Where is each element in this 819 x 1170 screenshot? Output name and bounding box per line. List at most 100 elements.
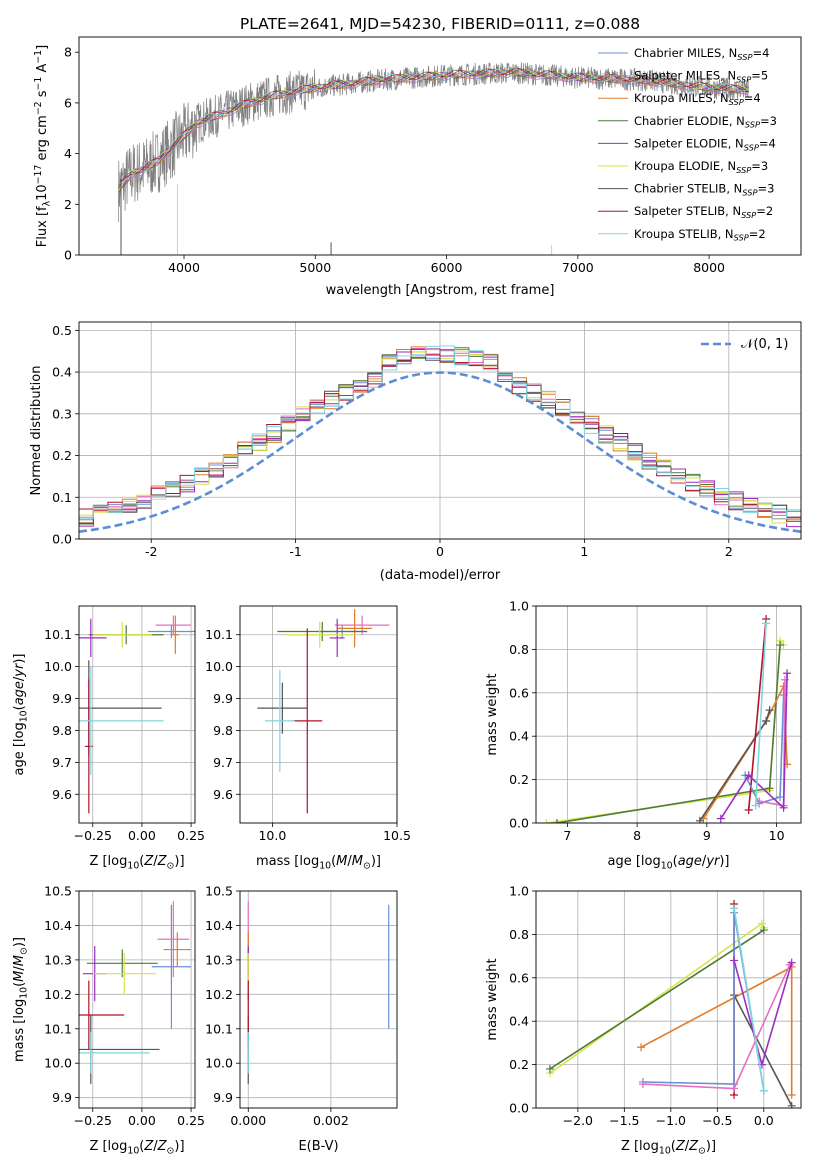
residuals-panel: -2 -1 0 1 2 0.0 0.1 0.2 0.3 0.4 0.5 𝒩(0, 1) (data-mo… xyxy=(29,321,802,583)
plot-area xyxy=(79,345,801,533)
y-tick-label: 4 xyxy=(64,146,72,161)
y-tick-label: 0.4 xyxy=(509,1014,529,1029)
x-axis-label: Z [log10(Z/Z⊙)] xyxy=(89,1139,184,1156)
normal-curve xyxy=(79,371,801,533)
x-tick-label: −1.5 xyxy=(609,1113,639,1128)
legend: Chabrier MILES, NSSP=4 Salpeter MILES, NS… xyxy=(598,46,777,243)
plot-area xyxy=(545,900,796,1108)
y-tick-label: 9.9 xyxy=(213,1090,233,1105)
y-tick-label: 1.0 xyxy=(509,884,529,899)
x-tick-label: 0 xyxy=(436,544,444,559)
model-spectrum-kroupa_stelib xyxy=(118,66,749,185)
y-tick-label: 0.8 xyxy=(509,927,529,942)
y-tick-label: 9.6 xyxy=(213,787,233,802)
weight-marker-salpeter_stelib xyxy=(744,805,753,814)
x-tick-label: 7000 xyxy=(562,260,594,275)
legend-label-chabrier_elodie: Chabrier ELODIE, NSSP=3 xyxy=(634,114,777,130)
y-tick-label: 0.4 xyxy=(52,365,72,380)
y-tick-label: 10.0 xyxy=(205,659,233,674)
x-tick-label: 10.0 xyxy=(258,828,286,843)
y-tick-label: 10.1 xyxy=(205,627,233,642)
y-tick-label: 10.3 xyxy=(44,952,72,967)
legend-label-kroupa_stelib: Kroupa STELIB, NSSP=2 xyxy=(634,227,766,243)
y-tick-label: 9.9 xyxy=(52,1090,72,1105)
x-tick-label: 8 xyxy=(633,828,641,843)
x-tick-label: 0.00 xyxy=(128,1113,156,1128)
x-tick-label: -2 xyxy=(145,544,157,559)
weight-marker-kroupa_elodie xyxy=(542,819,551,823)
weight-marker-kroupa_stelib xyxy=(730,904,739,913)
y-tick-label: 10.1 xyxy=(44,1021,72,1036)
weight-line-chabrier_miles xyxy=(744,694,785,805)
weight-marker-salpeter_elodie xyxy=(744,771,753,780)
weight-marker-salpeter_elodie xyxy=(716,814,725,823)
weight-marker-chabrier_stelib xyxy=(762,717,771,726)
y-tick-label: 0.2 xyxy=(509,1057,529,1072)
plot-area xyxy=(542,615,792,823)
age-vs-mass-panel: 10.0 10.5 9.6 9.7 9.8 9.9 10.0 10.1 mass [log10(… xyxy=(205,605,411,871)
y-tick-label: 10.5 xyxy=(44,884,72,899)
weight-marker-salpeter_miles xyxy=(638,1080,647,1089)
weight-marker-kroupa_miles xyxy=(637,1043,646,1052)
axes: −0.25 0.00 0.25 9.9 10.0 10.1 10.2 10.3 10.4 10.5… xyxy=(12,884,205,1157)
weight-line-chabrier_stelib xyxy=(733,994,793,1107)
y-tick-label: 9.9 xyxy=(52,691,72,706)
axes-frame xyxy=(535,890,802,1109)
weight-line-salpeter_elodie xyxy=(720,673,788,820)
weight-marker-kroupa_stelib xyxy=(762,619,771,628)
weight-marker-kroupa_elodie xyxy=(757,919,766,928)
legend-label-salpeter_elodie: Salpeter ELODIE, NSSP=4 xyxy=(634,136,776,152)
x-tick-label: 1 xyxy=(580,544,588,559)
grid-lines xyxy=(79,890,195,1108)
y-tick-label: 9.7 xyxy=(213,755,233,770)
y-tick-label: 0.4 xyxy=(509,729,529,744)
y-axis-label: mass [log10(M/M⊙)] xyxy=(12,937,29,1062)
weight-marker-kroupa_stelib xyxy=(751,801,760,810)
y-tick-label: 6 xyxy=(64,95,72,110)
mass-vs-ebv-panel: 0.000 0.002 9.9 10.0 10.1 10.2 10.3 10.4 10.5 E(B… xyxy=(205,884,398,1154)
axes-frame xyxy=(239,890,398,1109)
y-tick-label: 0.0 xyxy=(52,532,72,547)
x-tick-label: 5000 xyxy=(299,260,331,275)
y-tick-label: 9.7 xyxy=(52,755,72,770)
weight-line-kroupa_stelib xyxy=(754,623,767,806)
weight-marker-salpeter_elodie xyxy=(779,803,788,812)
x-axis-label: Z [log10(Z/Z⊙)] xyxy=(89,854,184,871)
y-tick-label: 10.4 xyxy=(205,918,233,933)
y-tick-label: 10.0 xyxy=(44,1056,72,1071)
y-tick-label: 0.0 xyxy=(509,816,529,831)
model-spectrum-kroupa_miles xyxy=(118,70,749,189)
weight-marker-chabrier_elodie xyxy=(545,1064,554,1073)
x-tick-label: 7 xyxy=(563,828,571,843)
axes: 10.0 10.5 9.6 9.7 9.8 9.9 10.0 10.1 mass [log10(… xyxy=(205,605,411,871)
legend-label-chabrier_stelib: Chabrier STELIB, NSSP=3 xyxy=(634,182,774,198)
axes-frame xyxy=(78,890,196,1109)
x-tick-label: 6000 xyxy=(431,260,463,275)
weight-marker-kroupa_stelib xyxy=(759,1086,768,1095)
figure-title: PLATE=2641, MJD=54230, FIBERID=0111, z=0… xyxy=(240,15,640,33)
y-tick-label: 10.5 xyxy=(205,884,233,899)
y-tick-label: 0.0 xyxy=(509,1101,529,1116)
y-axis-label: mass weight xyxy=(485,673,500,755)
x-axis-label: E(B-V) xyxy=(298,1139,338,1154)
axes: −2.0 −1.5 −1.0 −0.5 0.0 0.0 0.2 0.4 0.6 0.8 1.0 Z [… xyxy=(485,884,802,1156)
y-tick-label: 0.3 xyxy=(52,406,72,421)
y-tick-label: 2 xyxy=(64,197,72,212)
weight-marker-chabrier_elodie xyxy=(759,926,768,935)
axes: 7 8 9 10 0.0 0.2 0.4 0.6 0.8 1.0 age [log10(age/yr… xyxy=(485,599,802,871)
x-axis-label: wavelength [Angstrom, rest frame] xyxy=(326,283,555,298)
y-tick-label: 0.2 xyxy=(52,448,72,463)
weight-marker-salpeter_elodie xyxy=(783,669,792,678)
x-axis-label: mass [log10(M/M⊙)] xyxy=(256,854,381,871)
grid-lines xyxy=(240,606,398,823)
weight-vs-age-panel: 7 8 9 10 0.0 0.2 0.4 0.6 0.8 1.0 age [log10(age/yr… xyxy=(485,599,802,871)
axes-frame xyxy=(78,605,196,824)
weight-vs-metallicity-panel: −2.0 −1.5 −1.0 −0.5 0.0 0.0 0.2 0.4 0.6 0.8 1.0 Z [… xyxy=(485,884,802,1156)
legend-label-salpeter_miles: Salpeter MILES, NSSP=5 xyxy=(634,69,768,85)
y-tick-label: 9.8 xyxy=(213,723,233,738)
x-tick-label: −0.25 xyxy=(74,828,112,843)
x-tick-label: 10 xyxy=(769,828,785,843)
axes-frame xyxy=(78,321,802,540)
plot-area xyxy=(247,901,390,1084)
